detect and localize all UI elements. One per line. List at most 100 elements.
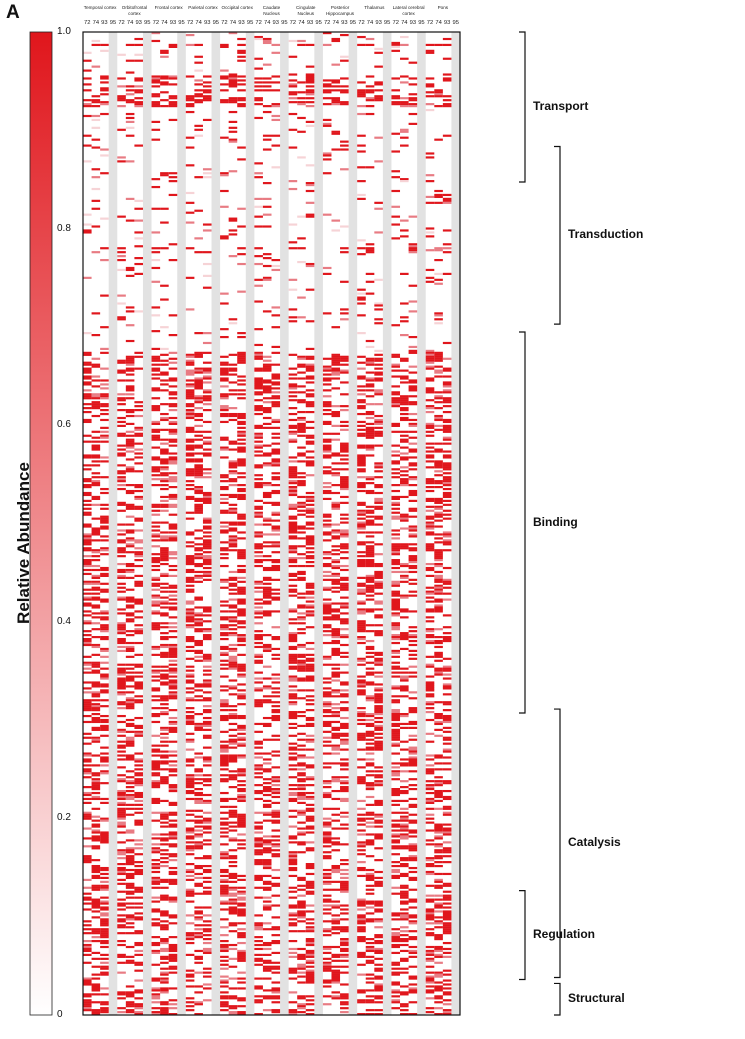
heatmap-cell — [391, 718, 401, 722]
heatmap-cell — [408, 649, 418, 653]
heatmap-cell — [365, 884, 375, 887]
heatmap-cell — [194, 892, 203, 895]
heatmap-cell — [185, 555, 195, 558]
heatmap-cell — [194, 916, 203, 919]
heatmap-cell — [194, 385, 203, 388]
heatmap-cell — [357, 523, 366, 526]
heatmap-cell — [151, 847, 161, 850]
heatmap-cell — [194, 549, 203, 552]
heatmap-cell — [434, 247, 443, 250]
heatmap-cell — [83, 383, 92, 386]
heatmap-cell — [288, 278, 298, 281]
heatmap-cell — [374, 430, 383, 433]
heatmap-cell — [442, 513, 452, 516]
heatmap-cell — [100, 758, 109, 761]
heatmap-cell — [400, 918, 409, 921]
heatmap-cell — [168, 537, 178, 540]
heatmap-cell — [391, 886, 401, 889]
heatmap-cell — [288, 395, 298, 398]
heatmap-cell — [220, 487, 229, 491]
heatmap-cell — [220, 843, 229, 846]
heatmap-cell — [237, 636, 246, 639]
heatmap-cell — [408, 112, 418, 116]
heatmap-cell — [168, 513, 178, 516]
heatmap-cell — [305, 561, 315, 564]
heatmap-cell — [160, 612, 169, 615]
heatmap-cell — [254, 689, 263, 692]
heatmap-cell — [117, 740, 126, 743]
heatmap-cell — [100, 294, 109, 297]
heatmap-cell — [228, 821, 238, 824]
heatmap-cell — [400, 695, 409, 698]
heatmap-cell — [228, 855, 238, 858]
heatmap-cell — [374, 574, 383, 577]
heatmap-cell — [305, 557, 315, 560]
heatmap-cell — [228, 73, 238, 76]
heatmap-cell — [442, 493, 452, 497]
heatmap-cell — [357, 628, 366, 631]
heatmap-cell — [237, 389, 246, 392]
heatmap-cell — [434, 193, 443, 197]
heatmap-cell — [425, 695, 435, 698]
heatmap-cell — [228, 685, 238, 688]
heatmap-cell — [374, 821, 383, 824]
heatmap-cell — [160, 83, 169, 86]
heatmap-cell — [117, 870, 126, 874]
heatmap-cell — [125, 306, 135, 309]
heatmap-cell — [340, 693, 349, 696]
heatmap-cell — [160, 499, 169, 502]
heatmap-cell — [357, 332, 366, 335]
heatmap-cell — [357, 296, 366, 299]
heatmap-cell — [305, 405, 315, 408]
heatmap-cell — [357, 813, 366, 816]
heatmap-cell — [168, 880, 178, 883]
heatmap-cell — [322, 634, 332, 637]
heatmap-cell — [100, 600, 109, 603]
heatmap-cell — [151, 458, 161, 461]
heatmap-cell — [168, 667, 178, 670]
heatmap-cell — [125, 219, 135, 222]
heatmap-cell — [160, 886, 169, 889]
heatmap-cell — [400, 610, 409, 613]
heatmap-cell — [117, 105, 126, 108]
heatmap-cell — [331, 667, 341, 670]
heatmap-cell — [288, 373, 298, 376]
heatmap-cell — [442, 251, 452, 254]
heatmap-cell — [125, 120, 135, 123]
heatmap-cell — [254, 444, 263, 447]
heatmap-cell — [262, 401, 272, 404]
heatmap-cell — [254, 381, 263, 384]
heatmap-cell — [331, 636, 341, 639]
heatmap-cell — [151, 525, 161, 528]
heatmap-cell — [237, 928, 246, 931]
heatmap-cell — [237, 207, 246, 210]
heatmap-cell — [365, 784, 375, 787]
heatmap-cell — [297, 418, 306, 422]
heatmap-cell — [271, 397, 281, 400]
heatmap-cell — [288, 503, 298, 506]
heatmap-cell — [202, 572, 212, 576]
heatmap-cell — [288, 594, 298, 597]
heatmap-cell — [125, 160, 135, 163]
heatmap-cell — [434, 793, 443, 797]
heatmap-cell — [408, 247, 418, 250]
heatmap-cell — [220, 485, 229, 489]
heatmap-cell — [400, 859, 409, 862]
heatmap-cell — [340, 606, 349, 609]
heatmap-cell — [322, 724, 332, 728]
heatmap-cell — [202, 778, 212, 781]
heatmap-cell — [331, 353, 341, 356]
heatmap-cell — [365, 902, 375, 905]
heatmap-cell — [288, 815, 298, 818]
heatmap-cell — [442, 105, 452, 108]
heatmap-cell — [305, 65, 315, 68]
heatmap-cell — [117, 811, 126, 814]
heatmap-cell — [357, 861, 366, 864]
heatmap-cell — [288, 432, 298, 435]
heatmap-cell — [271, 105, 281, 108]
heatmap-cell — [442, 410, 452, 414]
heatmap-cell — [425, 908, 435, 911]
heatmap-cell — [357, 407, 366, 410]
heatmap-cell — [305, 928, 315, 931]
heatmap-cell — [100, 924, 109, 927]
